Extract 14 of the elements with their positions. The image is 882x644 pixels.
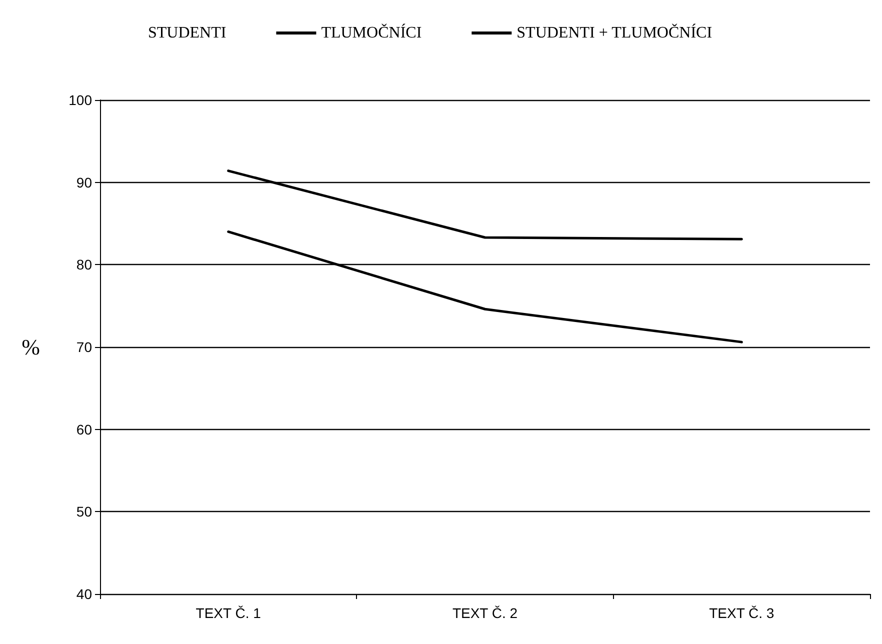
x-tick-label: TEXT Č. 1 [196,605,262,621]
y-tick-label: 90 [76,174,92,190]
y-tick-label: 70 [76,339,92,355]
y-tick-label: 50 [76,504,92,520]
y-tick-label: 60 [76,421,92,438]
text: STUDENTI [148,24,226,42]
x-tick-label: TEXT Č. 2 [452,605,518,621]
y-tick-label: 80 [76,256,92,273]
y-axis-title: % [22,334,40,360]
legend-label: STUDENTI + TLUMOČNÍCI [516,24,712,42]
legend-label: TLUMOČNÍCI [321,24,422,42]
y-tick-label: 40 [76,586,92,602]
x-tick-label: TEXT Č. 3 [709,605,774,621]
y-tick-label: 100 [68,92,92,108]
